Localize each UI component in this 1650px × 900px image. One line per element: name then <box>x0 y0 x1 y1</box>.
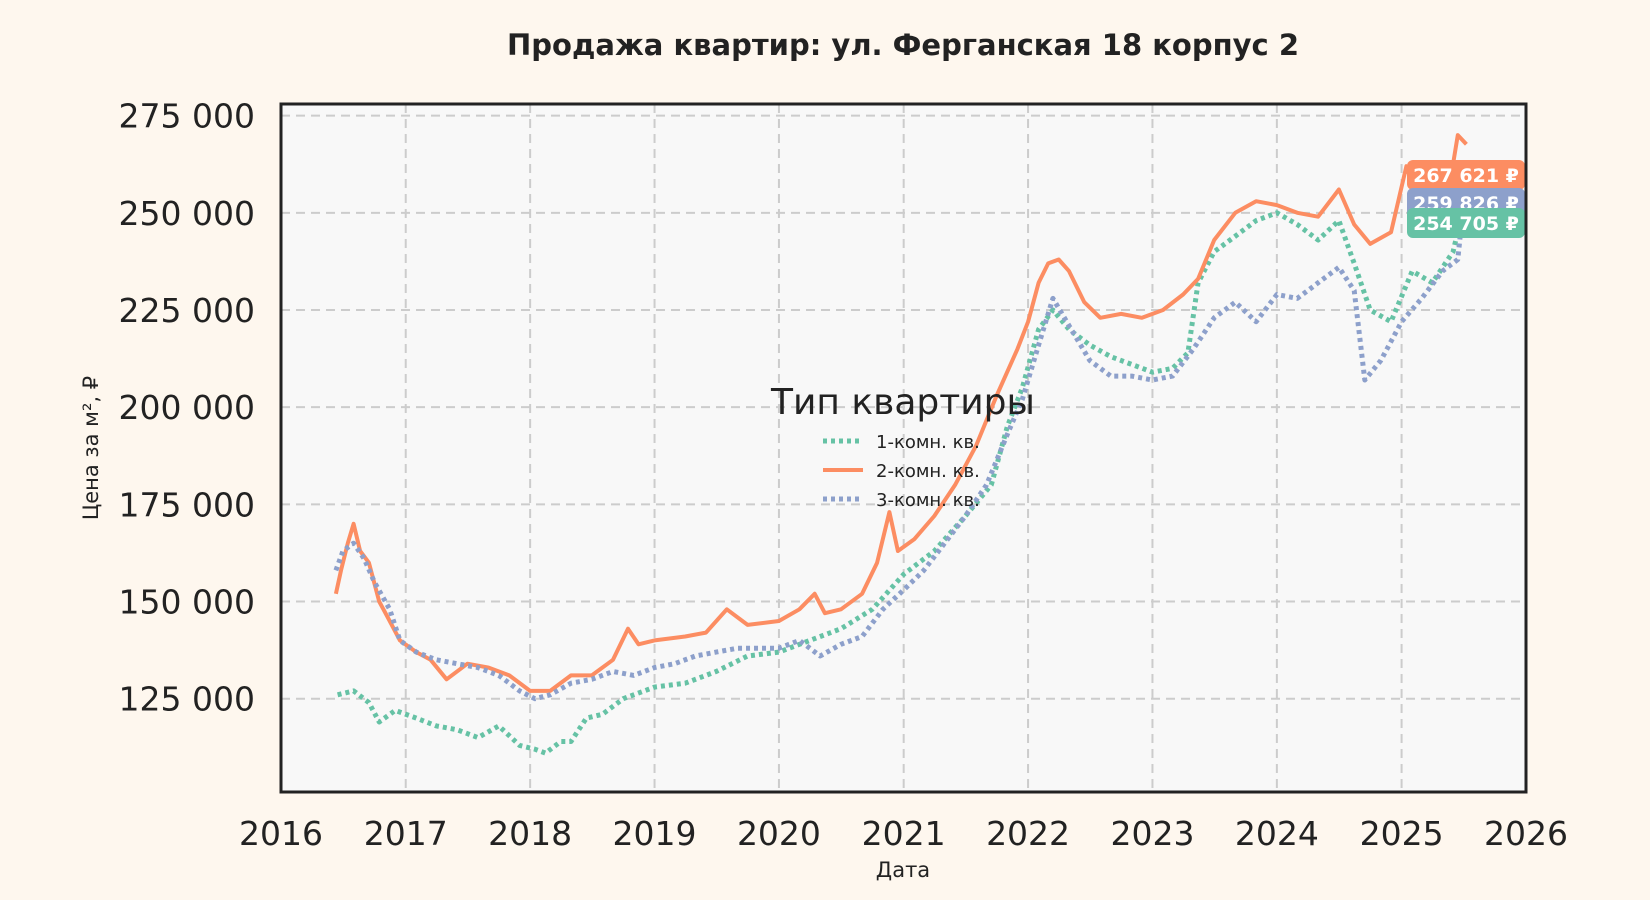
y-tick-label: 150 000 <box>119 583 255 622</box>
legend: Тип квартиры 1-комн. кв. 2-комн. кв. 3-ком… <box>770 382 1035 511</box>
legend-label-3: 3-комн. кв. <box>876 490 980 511</box>
end-label-1: 254 705 ₽ <box>1407 208 1525 238</box>
x-tick-label: 2022 <box>986 814 1070 853</box>
legend-label-1: 1-комн. кв. <box>876 432 980 453</box>
x-tick-label: 2021 <box>862 814 946 853</box>
y-tick-label: 275 000 <box>119 97 255 136</box>
x-tick-label: 2019 <box>613 814 697 853</box>
y-tick-labels: 125 000 150 000 175 000 200 000 225 000 250 0… <box>119 97 255 719</box>
x-axis-label: Дата <box>876 858 930 882</box>
series-group <box>333 133 1469 756</box>
y-axis-label: Цена за м², ₽ <box>79 376 103 520</box>
end-label-text: 254 705 ₽ <box>1413 213 1519 235</box>
y-tick-label: 250 000 <box>119 194 255 233</box>
x-tick-label: 2017 <box>364 814 448 853</box>
x-tick-label: 2024 <box>1235 814 1319 853</box>
legend-title: Тип квартиры <box>770 382 1035 423</box>
legend-items: 1-комн. кв. 2-комн. кв. 3-комн. кв. <box>823 432 980 511</box>
end-label-box <box>1407 208 1525 238</box>
x-tick-label: 2016 <box>239 814 323 853</box>
y-tick-label: 225 000 <box>119 291 255 330</box>
x-tick-label: 2026 <box>1484 814 1568 853</box>
series-line-2 <box>333 133 1468 693</box>
x-tick-label: 2023 <box>1110 814 1194 853</box>
x-tick-label: 2025 <box>1360 814 1444 853</box>
x-tick-label: 2020 <box>737 814 821 853</box>
y-tick-label: 175 000 <box>119 485 255 524</box>
x-tick-label: 2018 <box>488 814 572 853</box>
series-line-1 <box>337 193 1469 756</box>
legend-label-2: 2-комн. кв. <box>876 461 980 482</box>
y-tick-label: 200 000 <box>119 388 255 427</box>
y-tick-label: 125 000 <box>119 680 255 719</box>
plot-frame <box>279 102 1528 794</box>
end-labels: 267 621 ₽259 826 ₽254 705 ₽ <box>1407 160 1525 238</box>
end-label-2: 267 621 ₽ <box>1407 160 1525 190</box>
end-label-text: 267 621 ₽ <box>1413 165 1519 187</box>
end-label-box <box>1407 160 1525 190</box>
x-tick-labels: 2016 2017 2018 2019 2020 2021 2022 2023 2024 2025… <box>239 814 1568 853</box>
chart-title: Продажа квартир: ул. Ферганская 18 корпу… <box>507 28 1299 62</box>
